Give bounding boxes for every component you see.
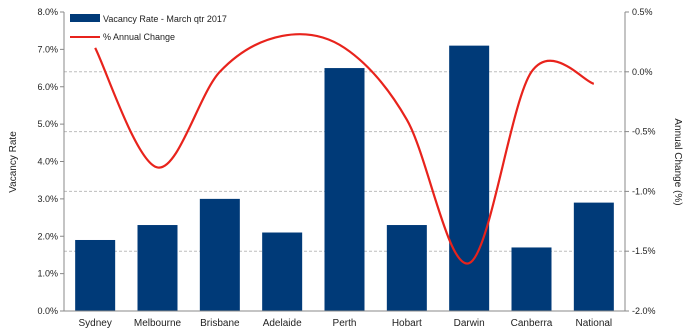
left-axis-ticks: 0.0% 1.0% 2.0% 3.0% 4.0% 5.0% 6.0% 7.0% 8.0% — [37, 7, 64, 316]
x-axis-category-labels: Sydney Melbourne Brisbane Adelaide Perth Hoba… — [78, 318, 612, 329]
category-label-melbourne: Melbourne — [134, 318, 182, 329]
left-tick-label: 8.0% — [37, 7, 58, 17]
right-axis-title: Annual Change (%) — [672, 118, 683, 205]
category-label-national: National — [575, 318, 612, 329]
category-label-sydney: Sydney — [78, 318, 111, 329]
legend-label-vacancy: Vacancy Rate - March qtr 2017 — [103, 14, 227, 24]
bar-melbourne — [137, 225, 178, 311]
left-tick-label: 2.0% — [37, 231, 58, 241]
left-tick-label: 3.0% — [37, 194, 58, 204]
category-label-canberra: Canberra — [511, 318, 553, 329]
right-tick-label: 0.5% — [632, 7, 653, 17]
category-label-brisbane: Brisbane — [200, 318, 240, 329]
category-label-hobart: Hobart — [392, 318, 422, 329]
left-tick-label: 5.0% — [37, 119, 58, 129]
bar-national — [573, 202, 614, 311]
bar-darwin — [449, 45, 490, 311]
left-tick-label: 4.0% — [37, 157, 58, 167]
bar-perth — [324, 68, 365, 311]
left-tick-label: 7.0% — [37, 44, 58, 54]
legend-swatch-vacancy — [70, 14, 100, 22]
bar-hobart — [386, 225, 427, 311]
legend: Vacancy Rate - March qtr 2017 % Annual C… — [70, 14, 227, 42]
legend-label-annual-change: % Annual Change — [103, 32, 175, 42]
left-axis-title: Vacancy Rate — [8, 131, 19, 193]
right-tick-label: -1.0% — [632, 186, 656, 196]
category-label-darwin: Darwin — [454, 318, 485, 329]
category-label-perth: Perth — [333, 318, 357, 329]
right-tick-label: -0.5% — [632, 127, 656, 137]
annual-change-line — [94, 33, 595, 265]
bar-adelaide — [262, 232, 303, 311]
category-label-adelaide: Adelaide — [263, 318, 302, 329]
right-tick-label: -2.0% — [632, 306, 656, 316]
left-tick-label: 6.0% — [37, 82, 58, 92]
bar-brisbane — [199, 198, 240, 311]
right-tick-label: -1.5% — [632, 246, 656, 256]
annual-change-series-line — [94, 33, 595, 265]
left-tick-label: 0.0% — [37, 306, 58, 316]
right-axis-ticks: -2.0% -1.5% -1.0% -0.5% 0.0% 0.5% — [625, 7, 656, 316]
left-tick-label: 1.0% — [37, 269, 58, 279]
bar-canberra — [511, 247, 552, 311]
right-tick-label: 0.0% — [632, 67, 653, 77]
vacancy-rate-bars — [75, 45, 614, 311]
bar-sydney — [75, 239, 116, 311]
